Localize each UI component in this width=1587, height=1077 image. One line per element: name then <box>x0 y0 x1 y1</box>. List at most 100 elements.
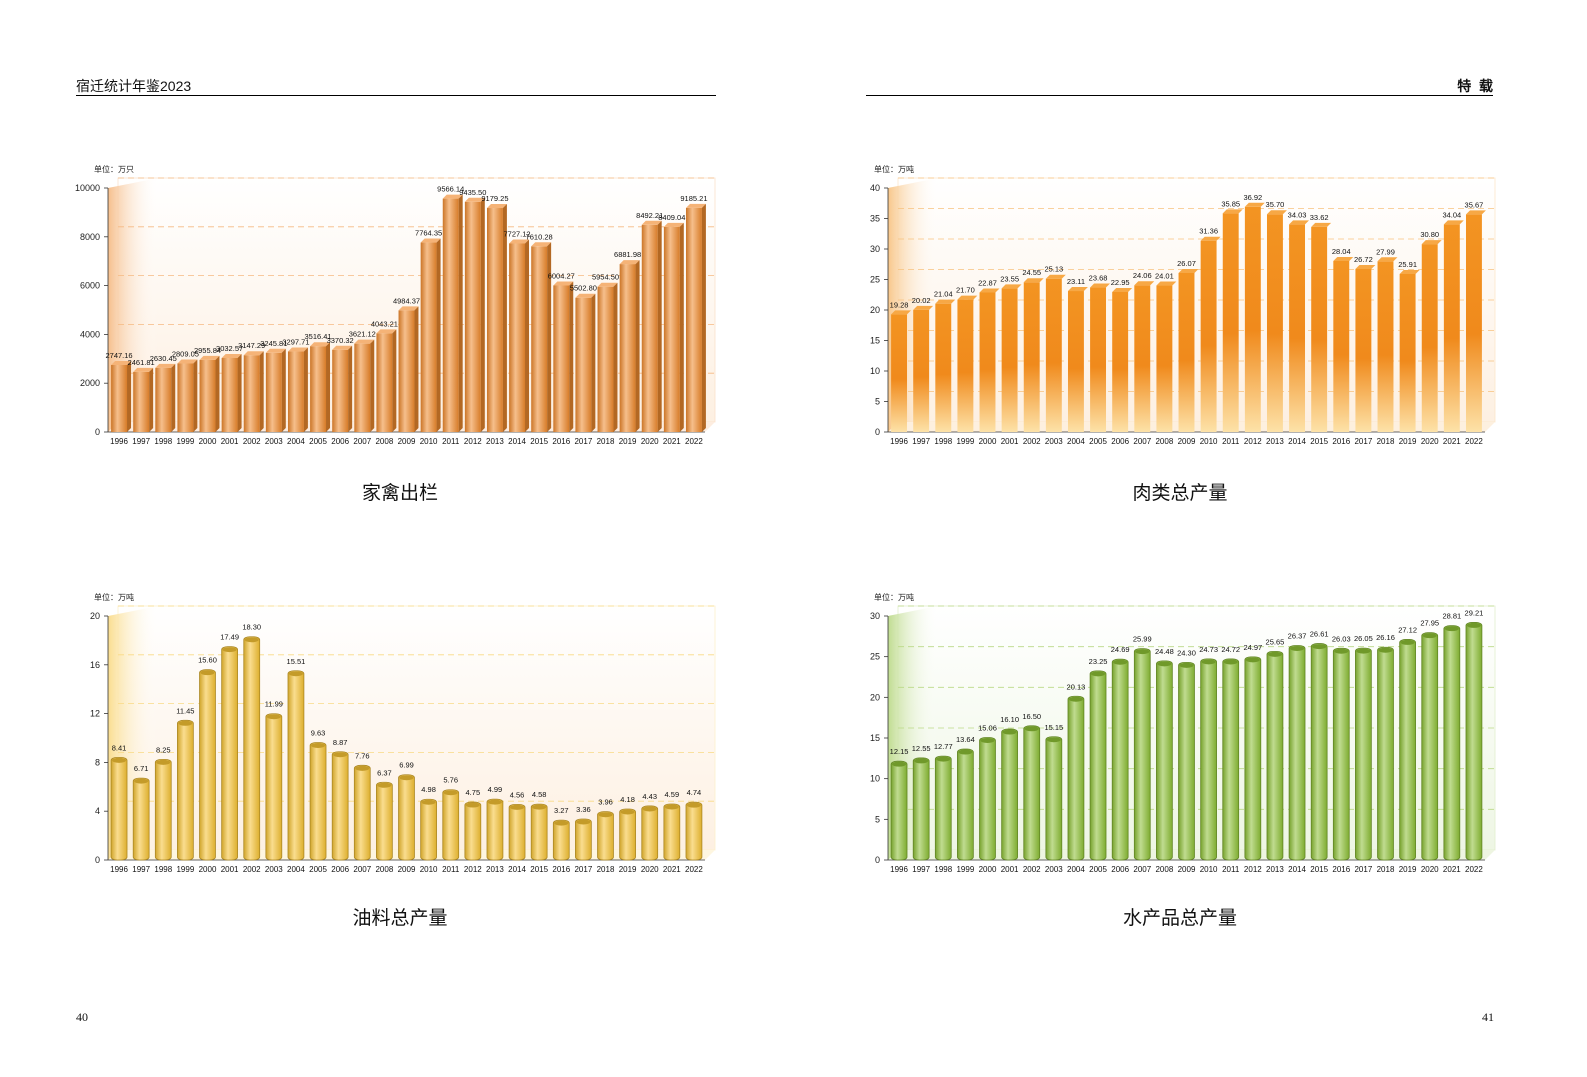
bar <box>1156 660 1173 861</box>
bar <box>913 309 930 432</box>
bar <box>464 201 481 432</box>
data-label: 34.03 <box>1288 210 1307 219</box>
x-tick-label: 2004 <box>1067 437 1085 446</box>
bar-cap <box>686 802 701 808</box>
bar-top <box>685 203 706 208</box>
bar <box>641 805 659 861</box>
bar-top <box>287 347 308 352</box>
y-tick-label: 5 <box>875 397 880 407</box>
bar-top <box>1200 236 1221 241</box>
bar <box>1421 632 1439 861</box>
x-tick-label: 2002 <box>1023 437 1041 446</box>
bar <box>310 346 327 432</box>
bar-top <box>1465 210 1486 215</box>
bar-side <box>502 204 507 432</box>
y-tick-label: 20 <box>870 305 880 315</box>
bar-side <box>348 345 353 432</box>
bar <box>663 226 680 432</box>
data-label: 13.64 <box>956 735 975 744</box>
bar-side <box>392 329 397 432</box>
bar-side <box>149 367 154 432</box>
bar <box>1421 244 1438 432</box>
bar-side <box>237 354 242 432</box>
data-label: 35.67 <box>1465 200 1484 209</box>
data-label: 30.80 <box>1420 230 1439 239</box>
bar-side <box>326 342 331 432</box>
bar <box>376 333 393 432</box>
data-label: 8.87 <box>333 738 348 747</box>
bar <box>1332 647 1350 861</box>
data-label: 4.43 <box>642 792 657 801</box>
data-label: 4043.21 <box>371 319 398 328</box>
bar-cap <box>1223 659 1238 665</box>
x-tick-label: 2003 <box>1045 437 1063 446</box>
bar-cap <box>980 738 995 744</box>
x-tick-label: 2008 <box>375 865 393 874</box>
bar <box>221 646 238 861</box>
data-label: 23.68 <box>1089 274 1108 283</box>
data-label: 24.73 <box>1199 645 1218 654</box>
bar-cap <box>333 752 348 758</box>
bar <box>221 358 238 432</box>
bar <box>1399 639 1416 861</box>
bar <box>1266 650 1284 861</box>
x-tick-label: 2019 <box>1399 437 1417 446</box>
bar <box>1001 288 1018 432</box>
bar <box>1200 240 1217 432</box>
bar-cap <box>421 799 436 805</box>
data-label: 4.58 <box>532 790 547 799</box>
bar-cap <box>1356 648 1371 654</box>
bar <box>1355 269 1372 432</box>
data-label: 3.96 <box>598 798 613 807</box>
bar-top <box>221 354 242 359</box>
unit-label: 单位：万吨 <box>94 592 134 602</box>
bar-cap <box>576 819 591 825</box>
bar-top <box>310 342 331 347</box>
bar-top <box>177 359 198 364</box>
bar <box>154 758 172 861</box>
bar <box>979 737 996 861</box>
y-tick-label: 20 <box>90 611 100 621</box>
bar-top <box>1156 281 1177 286</box>
bar <box>1067 695 1085 861</box>
bar-cap <box>487 799 502 805</box>
bar-top <box>935 299 956 304</box>
y-tick-label: 0 <box>875 427 880 437</box>
data-label: 28.81 <box>1442 612 1461 621</box>
data-label: 19.28 <box>890 300 909 309</box>
data-label: 34.04 <box>1442 210 1461 219</box>
y-tick-label: 20 <box>870 692 880 702</box>
data-label: 6.37 <box>377 768 392 777</box>
y-tick-label: 6000 <box>80 281 100 291</box>
y-tick-label: 0 <box>95 427 100 437</box>
x-tick-label: 2010 <box>1200 865 1218 874</box>
x-tick-label: 2008 <box>1155 865 1173 874</box>
bar-top <box>575 293 596 298</box>
bar-side <box>569 281 574 432</box>
data-label: 21.04 <box>934 290 953 299</box>
x-tick-label: 2021 <box>1443 437 1461 446</box>
x-tick-label: 2002 <box>243 865 261 874</box>
data-label: 36.92 <box>1243 193 1262 202</box>
x-tick-label: 2005 <box>1089 865 1107 874</box>
bar-cap <box>1002 729 1017 735</box>
data-label: 3.36 <box>576 805 591 814</box>
left-header-rule <box>76 95 716 96</box>
x-tick-label: 2015 <box>530 437 548 446</box>
x-tick-label: 2001 <box>1001 437 1019 446</box>
bar <box>1067 291 1084 432</box>
x-tick-label: 1998 <box>934 437 952 446</box>
data-label: 18.30 <box>242 623 261 632</box>
x-tick-label: 2003 <box>265 865 283 874</box>
bar-top <box>1443 220 1464 225</box>
bar-top <box>332 345 353 350</box>
bar-cap <box>465 802 480 808</box>
bar <box>1200 658 1217 861</box>
bar-top <box>155 363 176 368</box>
data-label: 16.10 <box>1000 715 1019 724</box>
x-tick-label: 1996 <box>110 865 128 874</box>
aquatic-chart: 0 5 10 15 20 25 30 单位：万吨 12.15 1996 12.55 1997 12.77… <box>870 592 1496 874</box>
bar-top <box>1090 283 1111 288</box>
x-tick-label: 1997 <box>912 865 930 874</box>
bar-cap <box>1068 696 1083 702</box>
